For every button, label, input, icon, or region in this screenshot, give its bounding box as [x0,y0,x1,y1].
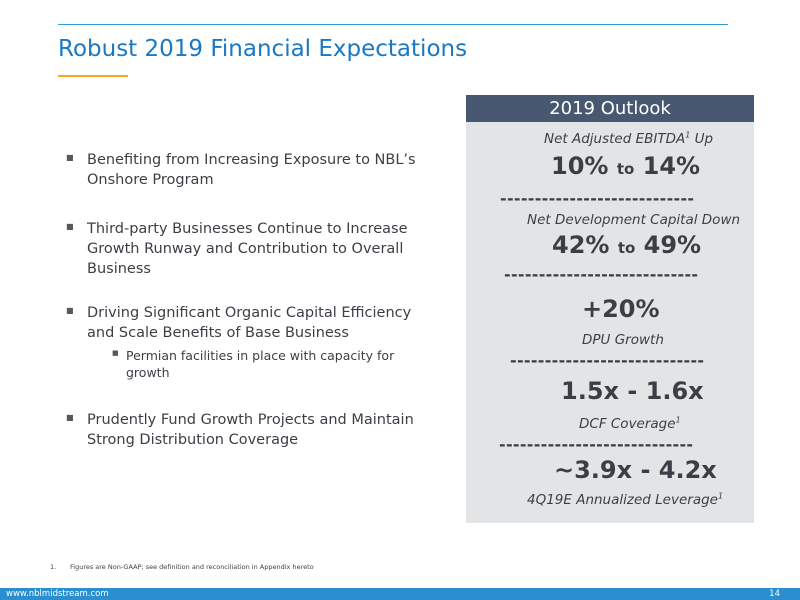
sub-bullet-marker-icon: ■ [112,349,119,357]
footnote-number: 1. [50,563,57,571]
bullet-marker-icon: ■ [66,306,74,315]
leverage-value: ~3.9x - 4.2x [554,456,717,484]
bullet-marker-icon: ■ [66,222,74,231]
footnote-text: Figures are Non-GAAP; see definition and… [70,563,314,571]
top-rule [58,24,728,25]
divider: ---------------------------- [510,351,705,370]
bullet-text: Driving Significant Organic Capital Effi… [87,305,412,341]
sub-bullet-text: Permian facilities in place with capacit… [126,348,395,380]
bullet-marker-icon: ■ [66,153,74,162]
footer-url-link[interactable]: www.nblmidstream.com [6,589,109,599]
title-underline [58,75,128,77]
capex-value: 42% to 49% [552,231,702,259]
ebitda-value: 10% to 14% [551,152,701,180]
outlook-panel: 2019 Outlook Net Adjusted EBITDA1 Up 10%… [466,95,754,523]
ebitda-label: Net Adjusted EBITDA1 Up [544,130,714,147]
bullet-marker-icon: ■ [66,413,74,422]
divider: ---------------------------- [500,189,695,208]
dpu-label: DPU Growth [582,332,664,348]
divider: ---------------------------- [499,435,694,454]
leverage-label: 4Q19E Annualized Leverage1 [527,491,724,508]
bullet-text: Third-party Businesses Continue to Incre… [87,221,408,277]
divider: ---------------------------- [504,265,699,284]
dcf-label: DCF Coverage1 [579,415,681,432]
outlook-header: 2019 Outlook [466,95,754,122]
page-number: 14 [769,589,780,599]
dpu-value: +20% [582,295,660,323]
bullet-text: Prudently Fund Growth Projects and Maint… [87,412,414,448]
dcf-value: 1.5x - 1.6x [561,377,704,405]
bullet-text: Benefiting from Increasing Exposure to N… [87,152,416,188]
footer-bar: www.nblmidstream.com 14 [0,588,800,600]
page-title: Robust 2019 Financial Expectations [58,36,468,62]
capex-label: Net Development Capital Down [527,212,741,228]
footnote: 1. Figures are Non-GAAP; see definition a… [50,563,314,571]
